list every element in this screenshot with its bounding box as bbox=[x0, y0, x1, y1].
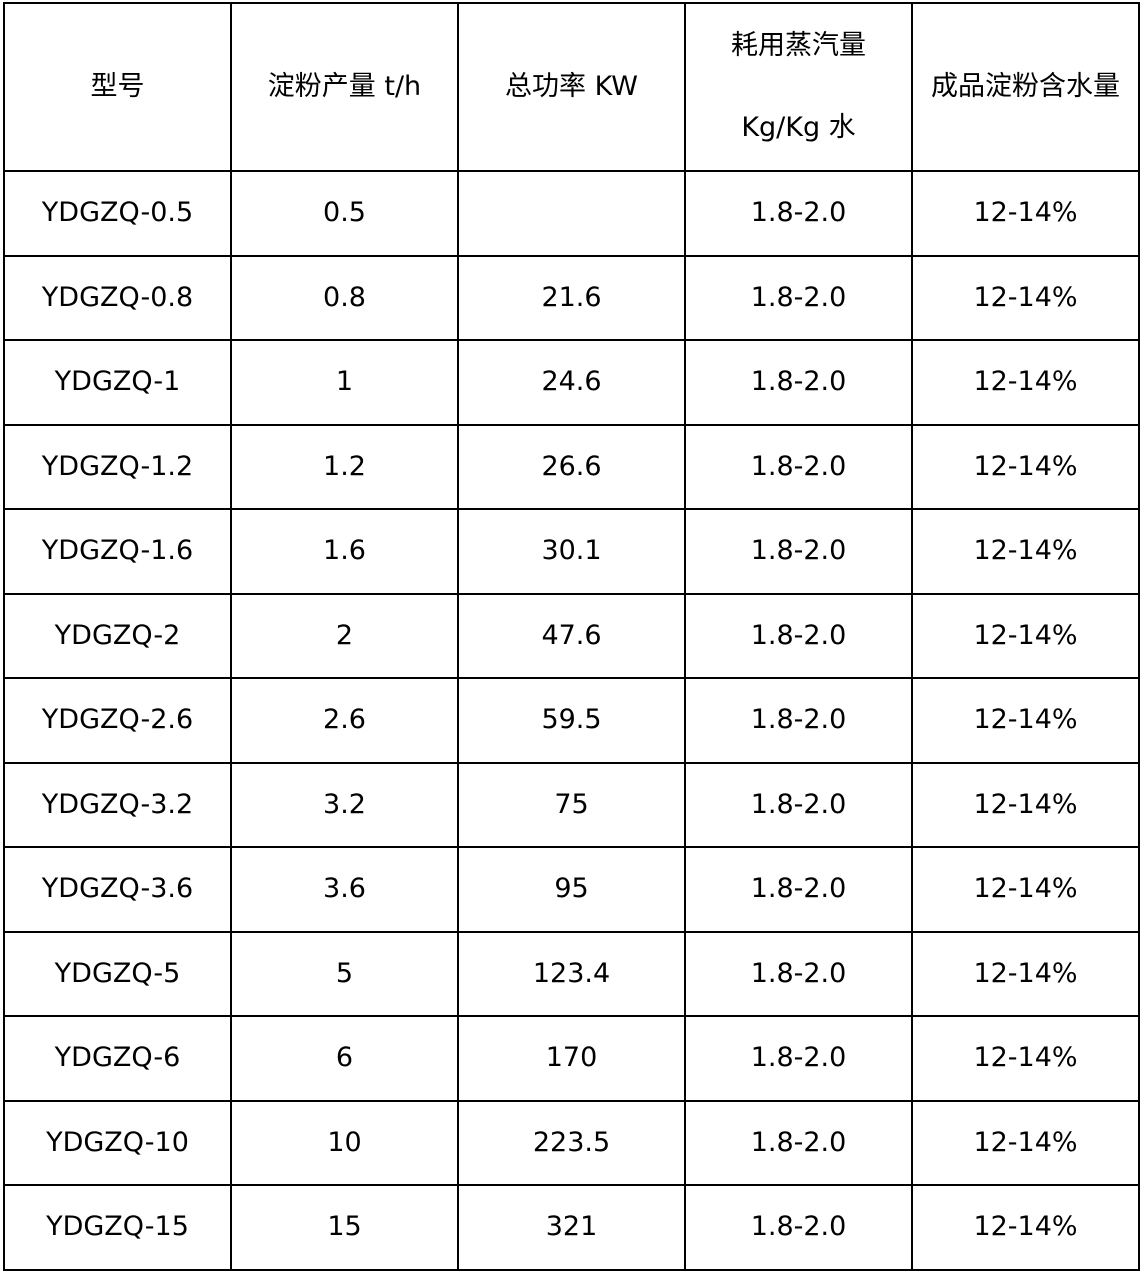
cell-power: 47.6 bbox=[457, 592, 686, 679]
cell-steam: 1.8-2.0 bbox=[684, 254, 913, 341]
cell-steam: 1.8-2.0 bbox=[684, 1184, 913, 1271]
cell-model: YDGZQ-2 bbox=[3, 592, 232, 679]
cell-model: YDGZQ-2.6 bbox=[3, 677, 232, 764]
cell-steam: 1.8-2.0 bbox=[684, 846, 913, 933]
cell-steam: 1.8-2.0 bbox=[684, 339, 913, 426]
cell-moisture: 12-14% bbox=[911, 1099, 1140, 1186]
header-steam-line1: 耗用蒸汽量 bbox=[731, 30, 866, 61]
table-body: YDGZQ-0.5 0.5 1.8-2.0 12-14% YDGZQ-0.8 0.8 21.… bbox=[3, 170, 1140, 1271]
cell-model: YDGZQ-0.5 bbox=[3, 170, 232, 257]
cell-output: 3.6 bbox=[230, 846, 459, 933]
table-row: YDGZQ-0.5 0.5 1.8-2.0 12-14% bbox=[3, 170, 1140, 257]
header-output: 淀粉产量 t/h bbox=[230, 2, 459, 172]
spec-table: 型号 淀粉产量 t/h 总功率 KW 耗用蒸汽量 Kg/Kg 水 成品淀粉含水量… bbox=[3, 2, 1140, 1271]
cell-moisture: 12-14% bbox=[911, 508, 1140, 595]
cell-moisture: 12-14% bbox=[911, 1184, 1140, 1271]
cell-steam: 1.8-2.0 bbox=[684, 170, 913, 257]
cell-output: 3.2 bbox=[230, 761, 459, 848]
cell-model: YDGZQ-1.6 bbox=[3, 508, 232, 595]
cell-moisture: 12-14% bbox=[911, 930, 1140, 1017]
cell-model: YDGZQ-3.2 bbox=[3, 761, 232, 848]
cell-moisture: 12-14% bbox=[911, 423, 1140, 510]
cell-output: 2.6 bbox=[230, 677, 459, 764]
table-row: YDGZQ-1 1 24.6 1.8-2.0 12-14% bbox=[3, 339, 1140, 426]
cell-model: YDGZQ-10 bbox=[3, 1099, 232, 1186]
cell-steam: 1.8-2.0 bbox=[684, 930, 913, 1017]
cell-steam: 1.8-2.0 bbox=[684, 677, 913, 764]
header-steam-line2: Kg/Kg 水 bbox=[741, 112, 856, 143]
cell-model: YDGZQ-6 bbox=[3, 1015, 232, 1102]
cell-model: YDGZQ-5 bbox=[3, 930, 232, 1017]
cell-steam: 1.8-2.0 bbox=[684, 1015, 913, 1102]
cell-model: YDGZQ-3.6 bbox=[3, 846, 232, 933]
cell-steam: 1.8-2.0 bbox=[684, 508, 913, 595]
cell-steam: 1.8-2.0 bbox=[684, 1099, 913, 1186]
cell-moisture: 12-14% bbox=[911, 170, 1140, 257]
cell-power: 75 bbox=[457, 761, 686, 848]
table-row: YDGZQ-10 10 223.5 1.8-2.0 12-14% bbox=[3, 1099, 1140, 1186]
cell-moisture: 12-14% bbox=[911, 677, 1140, 764]
cell-power: 59.5 bbox=[457, 677, 686, 764]
cell-output: 2 bbox=[230, 592, 459, 679]
cell-output: 10 bbox=[230, 1099, 459, 1186]
cell-power: 21.6 bbox=[457, 254, 686, 341]
cell-output: 5 bbox=[230, 930, 459, 1017]
cell-power: 170 bbox=[457, 1015, 686, 1102]
cell-output: 6 bbox=[230, 1015, 459, 1102]
cell-output: 15 bbox=[230, 1184, 459, 1271]
cell-model: YDGZQ-0.8 bbox=[3, 254, 232, 341]
table-row: YDGZQ-15 15 321 1.8-2.0 12-14% bbox=[3, 1184, 1140, 1271]
table-row: YDGZQ-3.2 3.2 75 1.8-2.0 12-14% bbox=[3, 761, 1140, 848]
header-model: 型号 bbox=[3, 2, 232, 172]
cell-output: 0.5 bbox=[230, 170, 459, 257]
table-header-row: 型号 淀粉产量 t/h 总功率 KW 耗用蒸汽量 Kg/Kg 水 成品淀粉含水量 bbox=[3, 2, 1140, 172]
header-steam: 耗用蒸汽量 Kg/Kg 水 bbox=[684, 2, 913, 172]
cell-power: 321 bbox=[457, 1184, 686, 1271]
cell-power: 123.4 bbox=[457, 930, 686, 1017]
table-row: YDGZQ-6 6 170 1.8-2.0 12-14% bbox=[3, 1015, 1140, 1102]
cell-moisture: 12-14% bbox=[911, 592, 1140, 679]
cell-power: 24.6 bbox=[457, 339, 686, 426]
table-row: YDGZQ-1.6 1.6 30.1 1.8-2.0 12-14% bbox=[3, 508, 1140, 595]
cell-power bbox=[457, 170, 686, 257]
header-power: 总功率 KW bbox=[457, 2, 686, 172]
cell-moisture: 12-14% bbox=[911, 254, 1140, 341]
cell-output: 1.6 bbox=[230, 508, 459, 595]
cell-power: 95 bbox=[457, 846, 686, 933]
cell-power: 223.5 bbox=[457, 1099, 686, 1186]
cell-output: 1.2 bbox=[230, 423, 459, 510]
cell-moisture: 12-14% bbox=[911, 761, 1140, 848]
cell-output: 0.8 bbox=[230, 254, 459, 341]
cell-moisture: 12-14% bbox=[911, 339, 1140, 426]
table-row: YDGZQ-2 2 47.6 1.8-2.0 12-14% bbox=[3, 592, 1140, 679]
cell-model: YDGZQ-1 bbox=[3, 339, 232, 426]
cell-moisture: 12-14% bbox=[911, 846, 1140, 933]
table-row: YDGZQ-1.2 1.2 26.6 1.8-2.0 12-14% bbox=[3, 423, 1140, 510]
cell-moisture: 12-14% bbox=[911, 1015, 1140, 1102]
cell-model: YDGZQ-15 bbox=[3, 1184, 232, 1271]
cell-steam: 1.8-2.0 bbox=[684, 592, 913, 679]
table-row: YDGZQ-3.6 3.6 95 1.8-2.0 12-14% bbox=[3, 846, 1140, 933]
cell-power: 26.6 bbox=[457, 423, 686, 510]
table-row: YDGZQ-2.6 2.6 59.5 1.8-2.0 12-14% bbox=[3, 677, 1140, 764]
cell-steam: 1.8-2.0 bbox=[684, 761, 913, 848]
table-row: YDGZQ-0.8 0.8 21.6 1.8-2.0 12-14% bbox=[3, 254, 1140, 341]
cell-output: 1 bbox=[230, 339, 459, 426]
cell-power: 30.1 bbox=[457, 508, 686, 595]
cell-steam: 1.8-2.0 bbox=[684, 423, 913, 510]
header-moisture: 成品淀粉含水量 bbox=[911, 2, 1140, 172]
cell-model: YDGZQ-1.2 bbox=[3, 423, 232, 510]
table-row: YDGZQ-5 5 123.4 1.8-2.0 12-14% bbox=[3, 930, 1140, 1017]
